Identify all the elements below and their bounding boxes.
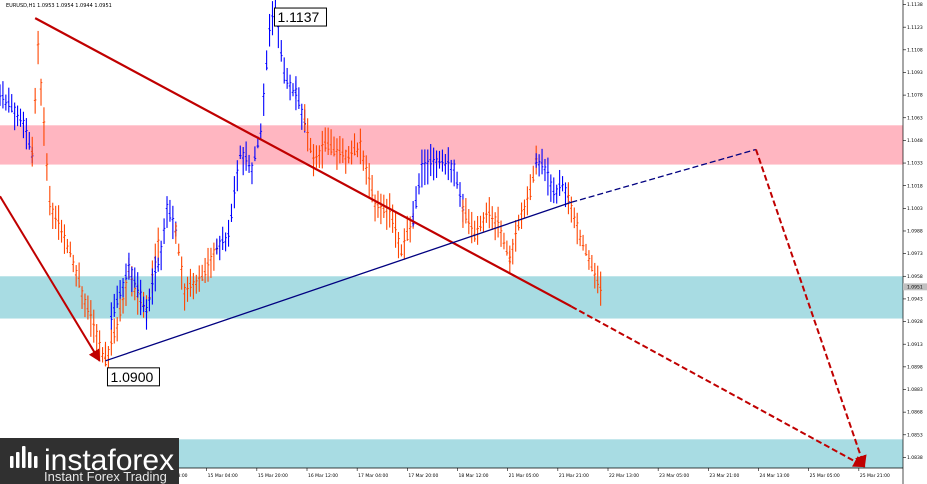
callout-box [273, 7, 327, 27]
time-tick-label: 24 Mar 13:00 [760, 473, 790, 479]
axis-tick-label: 1.0913 [907, 342, 923, 348]
axis-tick-label: 1.0928 [907, 319, 923, 325]
time-tick-label: 21 Mar 21:00 [559, 473, 589, 479]
watermark-brand: instaforex [44, 444, 174, 477]
time-tick-label: 15 Mar 04:00 [208, 473, 238, 479]
time-tick-label: 25 Mar 05:00 [810, 473, 840, 479]
axis-tick-label: 1.0898 [907, 364, 923, 370]
time-tick-label: 17 Mar 04:00 [358, 473, 388, 479]
current-price-marker [903, 283, 927, 291]
price-callout: 1.0900 [106, 367, 160, 387]
zone-support [0, 276, 903, 319]
zone-resistance [0, 125, 903, 165]
time-tick-label: 16 Mar 12:00 [308, 473, 338, 479]
time-tick-label: 15 Mar 20:00 [258, 473, 288, 479]
axis-tick-label: 1.1123 [907, 25, 923, 31]
axis-tick-label: 1.0958 [907, 274, 923, 280]
time-tick-label: 25 Mar 21:00 [860, 473, 890, 479]
axis-tick-label: 1.0973 [907, 251, 923, 257]
price-axis: 1.1138 1.1123 1.1108 1.1093 1.1078 1.1063 1.10… [902, 0, 927, 484]
rising-channel-projection [571, 148, 757, 203]
axis-tick-label: 1.0883 [907, 387, 923, 393]
axis-tick-label: 1.1063 [907, 115, 923, 121]
time-tick-label: 23 Mar 21:00 [709, 473, 739, 479]
falling-wave-projection [570, 305, 866, 468]
axis-tick-label: 1.0868 [907, 410, 923, 416]
time-tick-label: 17 Mar 20:00 [408, 473, 438, 479]
time-tick-label: 23 Mar 05:00 [659, 473, 689, 479]
callout-label: 1.1137 [277, 9, 319, 25]
current-price-label: 1.0951 [907, 284, 923, 290]
rising-channel-line [105, 201, 572, 362]
early-arrow [0, 195, 101, 362]
trend-lines-layer: 1.1137 1.0900 [0, 7, 867, 468]
axis-tick-label: 1.1078 [907, 93, 923, 99]
forecast-drop [754, 149, 867, 468]
axis-tick-label: 1.1018 [907, 183, 923, 189]
watermark-tagline: Instant Forex Trading [44, 469, 167, 484]
axis-tick-label: 1.1108 [907, 47, 923, 53]
axis-tick-label: 1.0988 [907, 229, 923, 235]
callout-box [106, 367, 160, 387]
candles-layer [0, 0, 602, 370]
falling-wave-line [34, 17, 572, 308]
callout-label: 1.0900 [110, 369, 153, 385]
time-tick-label: 22 Mar 13:00 [609, 473, 639, 479]
axis-tick-label: 1.1138 [907, 2, 923, 8]
axis-tick-label: 1.0943 [907, 297, 923, 303]
axis-tick-label: 1.0853 [907, 432, 923, 438]
axis-tick-label: 1.1033 [907, 161, 923, 167]
instaforex-logo-icon [10, 446, 38, 468]
chart-header: EURUSD,H1 1.0953 1.0954 1.0944 1.0951 [6, 3, 112, 9]
axis-tick-label: 1.0838 [907, 455, 923, 461]
price-callout: 1.1137 [273, 7, 327, 27]
instaforex-watermark: instaforex Instant Forex Trading [0, 438, 179, 484]
time-tick-label: 21 Mar 05:00 [509, 473, 539, 479]
axis-tick-label: 1.1048 [907, 138, 923, 144]
axis-tick-label: 1.1003 [907, 206, 923, 212]
time-tick-label: 18 Mar 12:00 [459, 473, 489, 479]
axis-tick-label: 1.1093 [907, 70, 923, 76]
